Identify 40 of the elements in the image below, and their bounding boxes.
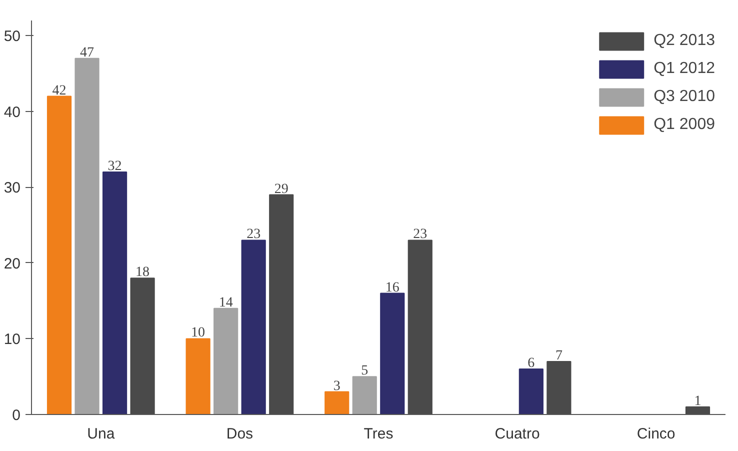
legend-label: Q1 2012 — [654, 60, 715, 78]
data-label: 23 — [246, 227, 261, 242]
data-label: 1 — [694, 394, 702, 409]
bar — [518, 368, 544, 414]
data-label: 6 — [528, 356, 535, 372]
data-label: 23 — [413, 227, 428, 242]
data-label: 7 — [555, 348, 562, 364]
x-tick-label: Dos — [226, 426, 254, 442]
bar — [186, 338, 210, 414]
legend-label: Q2 2013 — [654, 32, 715, 50]
data-label: 16 — [385, 280, 400, 296]
x-tick-label: Una — [87, 426, 116, 442]
bar — [102, 172, 128, 414]
x-tick-label: Cinco — [636, 426, 676, 442]
data-label: 42 — [52, 83, 66, 98]
y-tick-label: 0 — [12, 407, 20, 424]
data-label: 14 — [218, 295, 233, 310]
legend-label: Q3 2010 — [654, 88, 715, 106]
y-tick-label: 50 — [4, 28, 21, 46]
data-label: 3 — [333, 378, 340, 394]
data-label: 32 — [108, 159, 122, 174]
data-label: 18 — [136, 265, 150, 280]
bar — [74, 58, 100, 414]
bar — [352, 376, 377, 414]
bar — [324, 391, 350, 414]
bar — [380, 292, 405, 414]
x-tick-label: Cuatro — [494, 426, 540, 442]
data-label: 47 — [80, 45, 94, 60]
bar — [241, 240, 266, 414]
y-tick-label: 10 — [4, 331, 21, 348]
y-tick-label: 40 — [4, 104, 21, 121]
x-tick-label: Tres — [364, 426, 394, 442]
data-label: 5 — [361, 364, 368, 379]
y-tick-label: 30 — [4, 180, 21, 197]
data-label: 29 — [274, 182, 288, 197]
data-label: 10 — [191, 326, 206, 341]
y-tick-label: 20 — [4, 255, 21, 272]
legend-label: Q1 2009 — [654, 116, 715, 134]
bar — [214, 308, 238, 414]
bar — [46, 96, 72, 414]
